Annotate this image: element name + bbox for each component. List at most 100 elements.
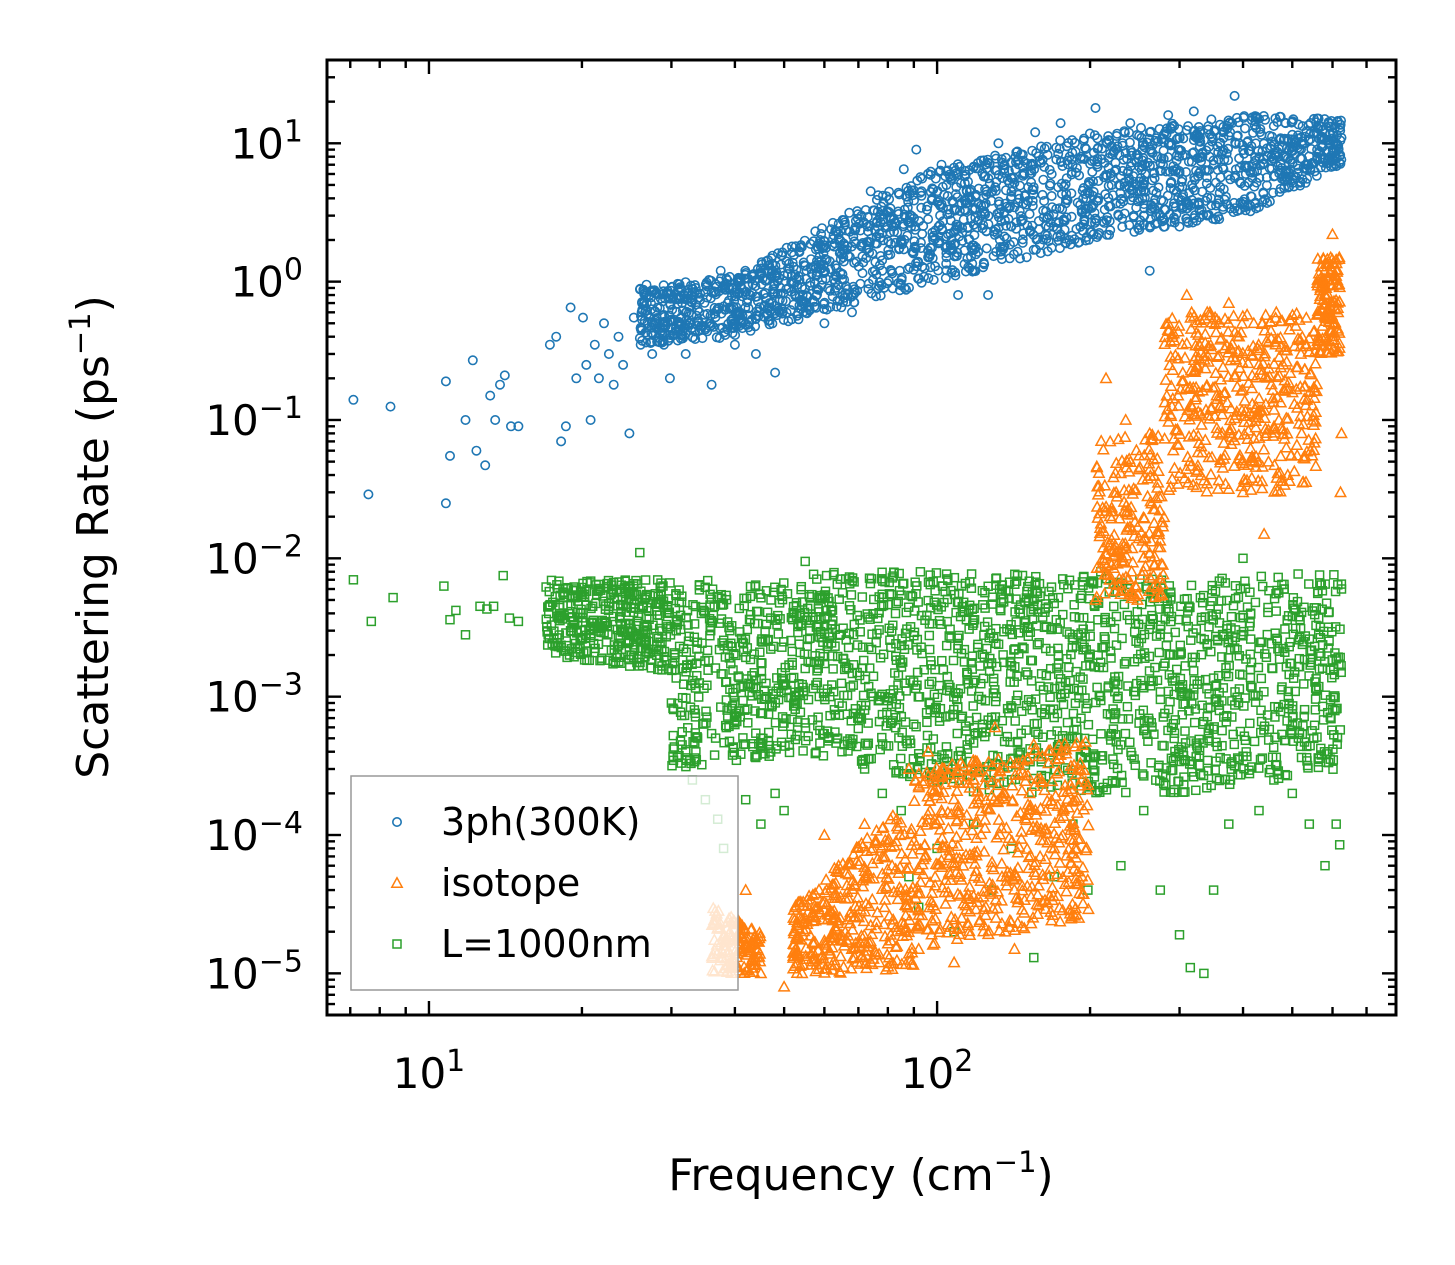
data-point	[902, 762, 916, 774]
data-point	[1258, 411, 1272, 424]
data-point	[718, 635, 729, 646]
data-point	[855, 278, 866, 289]
data-point	[1136, 633, 1147, 644]
data-point	[813, 712, 823, 722]
data-point	[690, 738, 700, 748]
data-point	[964, 624, 974, 634]
data-point	[1210, 388, 1224, 401]
data-point	[1245, 681, 1256, 691]
data-point	[1208, 409, 1222, 422]
data-point	[730, 698, 740, 708]
data-point	[1023, 694, 1034, 705]
data-point	[1311, 674, 1321, 684]
data-point	[770, 260, 781, 271]
data-point	[735, 627, 745, 637]
data-point	[1064, 911, 1078, 924]
data-point	[827, 927, 841, 940]
data-point	[1017, 642, 1028, 652]
data-point	[664, 332, 675, 343]
data-point	[770, 698, 781, 708]
data-point	[1005, 658, 1015, 668]
data-point	[786, 612, 797, 623]
data-point	[1016, 765, 1030, 778]
data-point	[877, 739, 888, 749]
data-point	[776, 737, 787, 748]
data-point	[944, 873, 958, 886]
data-point	[1135, 568, 1149, 580]
data-point	[891, 822, 905, 834]
data-point	[1009, 891, 1023, 903]
data-point	[1059, 884, 1073, 897]
data-point	[1100, 614, 1110, 625]
data-point	[1110, 708, 1121, 718]
data-point	[1107, 528, 1121, 540]
data-point	[777, 980, 791, 992]
data-point	[932, 858, 946, 870]
data-point	[800, 735, 811, 746]
data-point	[615, 618, 626, 629]
data-point	[1318, 715, 1329, 725]
data-point	[1090, 500, 1104, 512]
data-point	[904, 953, 918, 965]
data-point	[857, 642, 868, 652]
data-point	[771, 744, 781, 754]
data-point	[773, 683, 784, 693]
data-point	[979, 770, 993, 783]
data-point	[882, 832, 896, 844]
data-point	[939, 897, 953, 909]
data-point	[1011, 576, 1022, 586]
data-point	[1255, 481, 1269, 494]
data-point	[702, 575, 713, 586]
data-point	[1230, 687, 1240, 697]
data-point	[1244, 768, 1255, 779]
data-point	[1293, 569, 1303, 579]
data-point	[1055, 689, 1066, 700]
data-point	[1078, 674, 1088, 684]
data-point	[1203, 728, 1214, 739]
data-point	[970, 831, 983, 843]
data-point	[640, 575, 651, 585]
data-point	[1311, 334, 1325, 346]
data-point	[1188, 771, 1199, 782]
data-point	[1245, 608, 1256, 618]
data-point	[779, 637, 789, 647]
data-point	[1245, 718, 1255, 729]
data-point	[746, 936, 760, 949]
data-point	[1186, 380, 1200, 393]
data-point	[810, 748, 821, 759]
data-point	[1244, 441, 1258, 454]
data-point	[1280, 624, 1290, 634]
data-point	[889, 920, 903, 932]
data-point	[1254, 363, 1268, 375]
data-point	[1274, 421, 1288, 434]
data-point	[829, 876, 843, 888]
data-point	[963, 781, 977, 793]
data-point	[688, 600, 698, 610]
data-point	[898, 852, 912, 864]
data-point	[846, 922, 859, 935]
data-point	[1117, 777, 1127, 788]
data-point	[1157, 740, 1167, 751]
data-point	[1215, 407, 1229, 420]
data-point	[1334, 485, 1347, 498]
data-point	[1185, 962, 1196, 973]
data-point	[1176, 647, 1186, 657]
data-point	[957, 606, 968, 617]
data-point	[1046, 582, 1057, 592]
data-point	[908, 774, 922, 786]
data-point	[1111, 611, 1122, 622]
data-point	[868, 671, 879, 682]
data-point	[906, 590, 916, 601]
data-point	[1015, 825, 1028, 837]
data-point	[603, 630, 613, 640]
data-point	[1036, 669, 1047, 679]
data-point	[1069, 600, 1079, 610]
data-point	[1209, 722, 1219, 732]
data-point	[1315, 632, 1326, 643]
data-point	[584, 624, 594, 635]
data-point	[1302, 344, 1316, 357]
data-point	[640, 327, 651, 338]
data-point	[616, 658, 626, 668]
data-point	[824, 930, 838, 943]
data-point	[948, 912, 962, 925]
